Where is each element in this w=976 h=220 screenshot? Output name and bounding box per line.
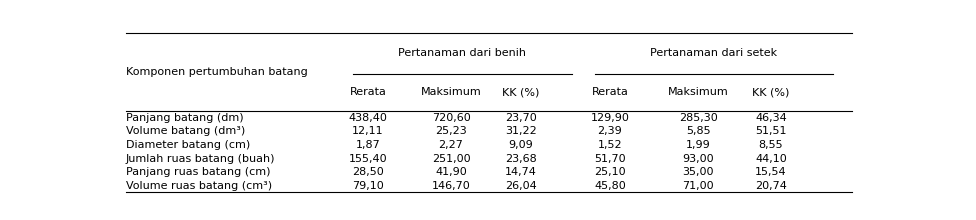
Text: 23,68: 23,68 (505, 154, 537, 163)
Text: 1,52: 1,52 (597, 140, 622, 150)
Text: 35,00: 35,00 (682, 167, 714, 177)
Text: 2,27: 2,27 (438, 140, 464, 150)
Text: 12,11: 12,11 (352, 126, 384, 136)
Text: Maksimum: Maksimum (421, 88, 481, 97)
Text: Rerata: Rerata (591, 88, 629, 97)
Text: 79,10: 79,10 (352, 181, 384, 191)
Text: Maksimum: Maksimum (668, 88, 729, 97)
Text: 146,70: 146,70 (431, 181, 470, 191)
Text: 71,00: 71,00 (682, 181, 714, 191)
Text: 93,00: 93,00 (682, 154, 714, 163)
Text: KK (%): KK (%) (752, 88, 790, 97)
Text: 14,74: 14,74 (505, 167, 537, 177)
Text: 720,60: 720,60 (431, 113, 470, 123)
Text: Komponen pertumbuhan batang: Komponen pertumbuhan batang (126, 67, 307, 77)
Text: 41,90: 41,90 (435, 167, 467, 177)
Text: 129,90: 129,90 (590, 113, 630, 123)
Text: 438,40: 438,40 (348, 113, 387, 123)
Text: Volume batang (dm³): Volume batang (dm³) (126, 126, 245, 136)
Text: 251,00: 251,00 (431, 154, 470, 163)
Text: 2,39: 2,39 (597, 126, 623, 136)
Text: Panjang ruas batang (cm): Panjang ruas batang (cm) (126, 167, 270, 177)
Text: 9,09: 9,09 (508, 140, 533, 150)
Text: 155,40: 155,40 (348, 154, 387, 163)
Text: 1,87: 1,87 (355, 140, 381, 150)
Text: 45,80: 45,80 (594, 181, 626, 191)
Text: 8,55: 8,55 (758, 140, 784, 150)
Text: 46,34: 46,34 (755, 113, 787, 123)
Text: Diameter batang (cm): Diameter batang (cm) (126, 140, 250, 150)
Text: 23,70: 23,70 (505, 113, 537, 123)
Text: 5,85: 5,85 (686, 126, 711, 136)
Text: 25,10: 25,10 (594, 167, 626, 177)
Text: 15,54: 15,54 (755, 167, 787, 177)
Text: 25,23: 25,23 (435, 126, 467, 136)
Text: Pertanaman dari benih: Pertanaman dari benih (398, 48, 526, 58)
Text: 44,10: 44,10 (755, 154, 787, 163)
Text: 51,70: 51,70 (594, 154, 626, 163)
Text: Volume ruas batang (cm³): Volume ruas batang (cm³) (126, 181, 272, 191)
Text: Rerata: Rerata (349, 88, 386, 97)
Text: Jumlah ruas batang (buah): Jumlah ruas batang (buah) (126, 154, 275, 163)
Text: 31,22: 31,22 (505, 126, 537, 136)
Text: Panjang batang (dm): Panjang batang (dm) (126, 113, 243, 123)
Text: 51,51: 51,51 (755, 126, 787, 136)
Text: Pertanaman dari setek: Pertanaman dari setek (650, 48, 778, 58)
Text: 1,99: 1,99 (686, 140, 711, 150)
Text: 26,04: 26,04 (505, 181, 537, 191)
Text: 28,50: 28,50 (352, 167, 384, 177)
Text: 20,74: 20,74 (755, 181, 787, 191)
Text: KK (%): KK (%) (502, 88, 540, 97)
Text: 285,30: 285,30 (679, 113, 717, 123)
